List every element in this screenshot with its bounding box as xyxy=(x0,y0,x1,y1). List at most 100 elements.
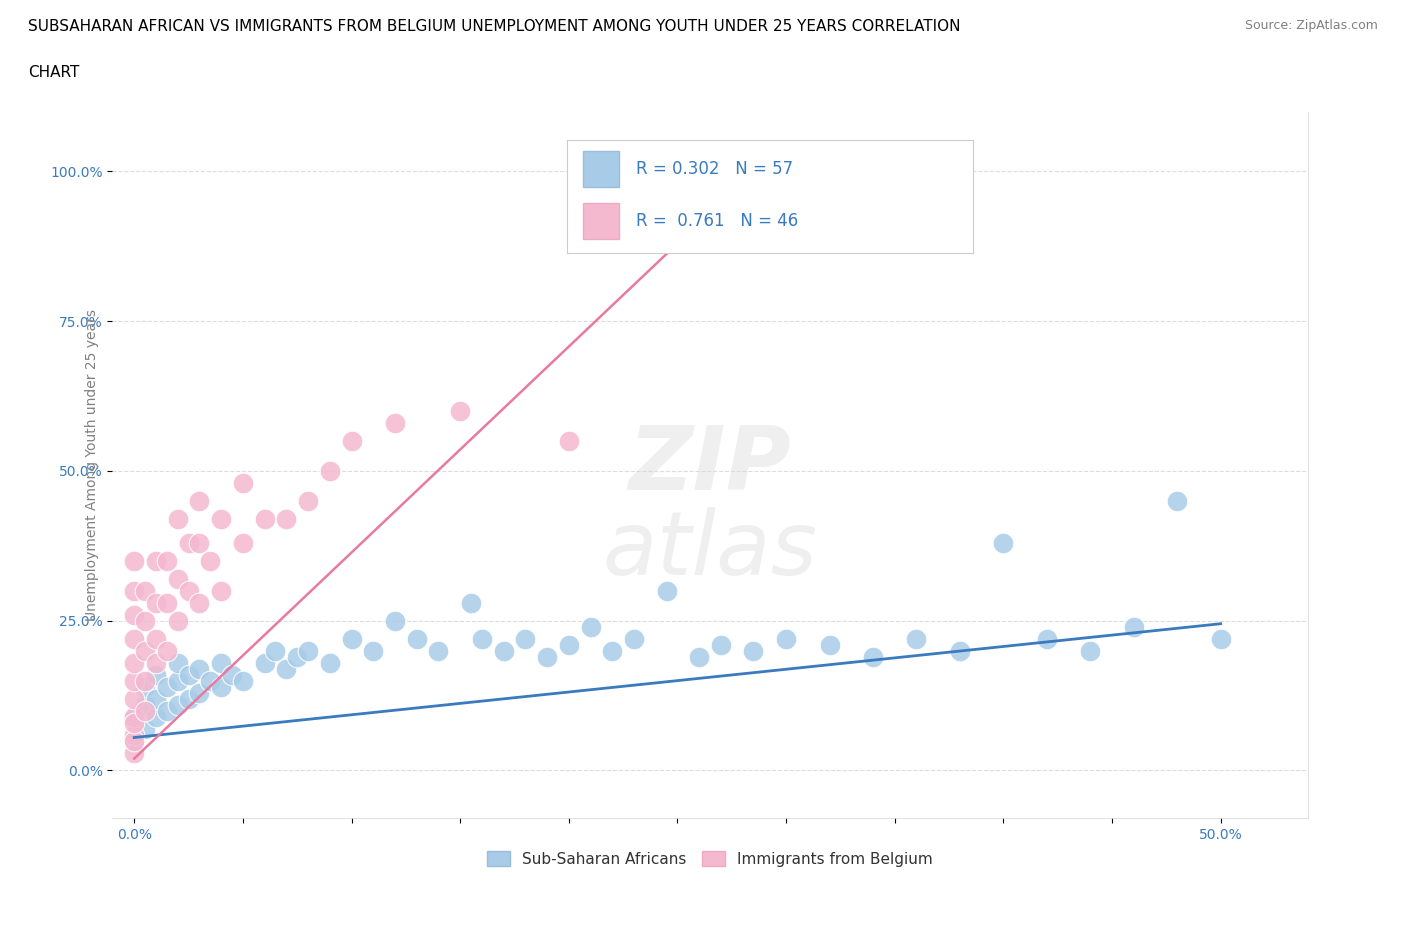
Point xyxy=(145,710,167,724)
Point xyxy=(623,631,645,646)
Point xyxy=(156,595,179,610)
Point xyxy=(993,536,1015,551)
Point xyxy=(134,583,156,598)
Point xyxy=(253,656,276,671)
Point xyxy=(949,644,972,658)
Point xyxy=(297,494,319,509)
Point xyxy=(558,637,581,652)
Point xyxy=(600,644,623,658)
Point xyxy=(166,656,188,671)
Point xyxy=(134,679,156,694)
Text: Source: ZipAtlas.com: Source: ZipAtlas.com xyxy=(1244,19,1378,32)
Point xyxy=(742,212,765,227)
Point xyxy=(232,536,254,551)
Point xyxy=(1209,631,1232,646)
Point xyxy=(221,667,243,682)
Point xyxy=(122,631,145,646)
Text: SUBSAHARAN AFRICAN VS IMMIGRANTS FROM BELGIUM UNEMPLOYMENT AMONG YOUTH UNDER 25 : SUBSAHARAN AFRICAN VS IMMIGRANTS FROM BE… xyxy=(28,19,960,33)
Point xyxy=(1122,619,1144,634)
Point xyxy=(688,649,710,664)
Point xyxy=(232,475,254,490)
Point xyxy=(122,583,145,598)
Point xyxy=(232,673,254,688)
Text: ZIP: ZIP xyxy=(628,421,792,509)
Point xyxy=(492,644,515,658)
Point xyxy=(427,644,450,658)
Point xyxy=(405,631,427,646)
Point xyxy=(862,649,884,664)
Point xyxy=(188,661,211,676)
Point xyxy=(188,494,211,509)
Point xyxy=(145,631,167,646)
Point xyxy=(122,710,145,724)
Point xyxy=(122,691,145,706)
Point xyxy=(200,553,222,568)
Point xyxy=(177,536,200,551)
Point xyxy=(166,571,188,586)
Point xyxy=(134,721,156,736)
Point xyxy=(200,673,222,688)
Legend: Sub-Saharan Africans, Immigrants from Belgium: Sub-Saharan Africans, Immigrants from Be… xyxy=(479,844,941,874)
Point xyxy=(166,673,188,688)
Point xyxy=(579,619,602,634)
Point xyxy=(134,673,156,688)
Point xyxy=(156,679,179,694)
Point xyxy=(384,416,406,431)
Point xyxy=(145,595,167,610)
Point xyxy=(1036,631,1059,646)
Point xyxy=(253,512,276,526)
Y-axis label: Unemployment Among Youth under 25 years: Unemployment Among Youth under 25 years xyxy=(84,309,98,621)
Point xyxy=(122,733,145,748)
Point xyxy=(177,691,200,706)
Point xyxy=(209,512,232,526)
Point xyxy=(122,673,145,688)
Point xyxy=(905,631,928,646)
Point xyxy=(177,667,200,682)
Point xyxy=(156,553,179,568)
Point xyxy=(818,637,841,652)
Point xyxy=(742,644,765,658)
Point xyxy=(361,644,384,658)
Point xyxy=(319,656,342,671)
Point xyxy=(145,656,167,671)
Point xyxy=(515,631,537,646)
Point xyxy=(122,656,145,671)
Point xyxy=(536,649,558,664)
Point xyxy=(122,715,145,730)
Point xyxy=(449,404,471,418)
Point xyxy=(188,685,211,700)
Point xyxy=(145,553,167,568)
Point xyxy=(134,698,156,712)
Point xyxy=(166,512,188,526)
Point xyxy=(655,583,678,598)
Point xyxy=(166,698,188,712)
Point xyxy=(134,703,156,718)
Text: CHART: CHART xyxy=(28,65,80,80)
Point xyxy=(134,644,156,658)
Point xyxy=(209,583,232,598)
Point xyxy=(122,733,145,748)
Point xyxy=(710,637,733,652)
Point xyxy=(177,583,200,598)
Point xyxy=(134,613,156,628)
Point xyxy=(156,644,179,658)
Point xyxy=(319,463,342,478)
Point xyxy=(276,661,298,676)
Point xyxy=(122,553,145,568)
Point xyxy=(340,433,363,448)
Point xyxy=(558,433,581,448)
Point xyxy=(285,649,308,664)
Point xyxy=(188,536,211,551)
Point xyxy=(471,631,494,646)
Point xyxy=(209,656,232,671)
Point xyxy=(156,703,179,718)
Point xyxy=(384,613,406,628)
Point xyxy=(1166,494,1188,509)
Point xyxy=(122,745,145,760)
Point xyxy=(1078,644,1101,658)
Point xyxy=(264,644,287,658)
Point xyxy=(122,727,145,742)
Point xyxy=(122,607,145,622)
Point xyxy=(188,595,211,610)
Point xyxy=(340,631,363,646)
